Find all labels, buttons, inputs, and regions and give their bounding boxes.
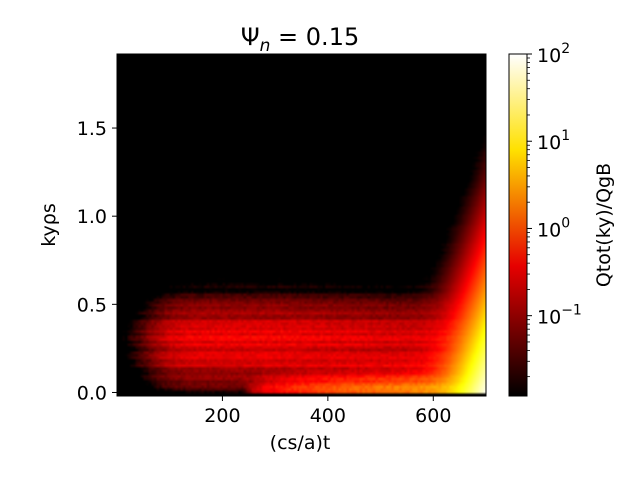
title-subscript: n (260, 36, 271, 56)
x-axis-ticks: 200 400 600 (204, 396, 451, 427)
y-axis-label: kyρs (38, 203, 60, 247)
y-tick-label: 1.5 (77, 118, 107, 140)
colorbar-tick-base: 10 (537, 132, 561, 154)
x-axis-label: (cs/a)t (270, 432, 331, 454)
colorbar-tick-exponent: 1 (561, 128, 570, 144)
colorbar-tick-label: 10−1 (537, 303, 582, 329)
x-tick-label: 400 (310, 405, 346, 427)
colorbar-tick-label: 100 (537, 215, 570, 241)
x-tick-label: 200 (204, 405, 240, 427)
colorbar-tick-base: 10 (537, 219, 561, 241)
colorbar-frame (508, 53, 528, 397)
title-rest: = 0.15 (270, 23, 359, 51)
y-tick-label: 0.0 (77, 382, 107, 404)
colorbar-tick-label: 101 (537, 128, 570, 154)
colorbar-tick-base: 10 (537, 307, 561, 329)
chart-title: Ψn = 0.15 (241, 23, 359, 56)
colorbar-tick-exponent: 2 (561, 41, 570, 57)
colorbar-tick-exponent: 0 (561, 215, 570, 231)
colorbar-gradient (509, 54, 527, 396)
heatmap-image (117, 54, 486, 396)
y-tick-label: 0.5 (77, 294, 107, 316)
title-main: Ψ (241, 23, 260, 51)
colorbar-label: Qtot(ky)/QgB (593, 163, 615, 287)
colorbar-tick-exponent: −1 (561, 303, 582, 319)
y-tick-label: 1.0 (77, 206, 107, 228)
colorbar-tick-label: 102 (537, 41, 570, 67)
colorbar-tick-base: 10 (537, 45, 561, 67)
plot-frame (116, 53, 487, 397)
y-axis-ticks: 0.0 0.5 1.0 1.5 (77, 118, 117, 404)
plot-area (116, 53, 487, 397)
x-tick-label: 600 (415, 405, 451, 427)
